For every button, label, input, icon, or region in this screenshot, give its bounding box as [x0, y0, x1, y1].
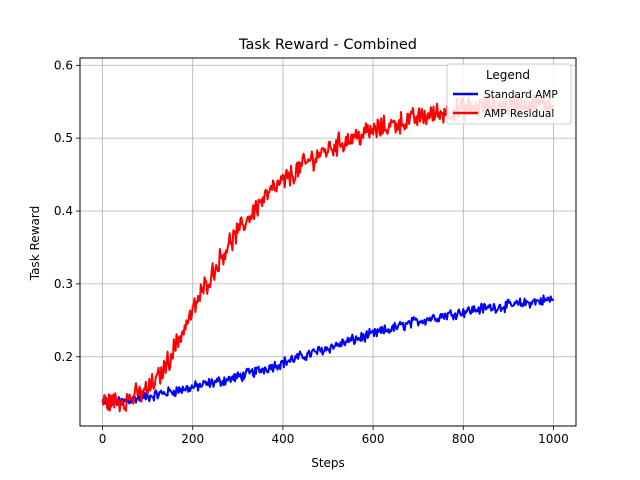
plot-frame: [79, 57, 577, 427]
axis-ticks: 0 200 400 600 800 1000 0.2 0.3 0.4 0.5 0.6: [54, 58, 569, 446]
legend-label-standard-amp: Standard AMP: [484, 89, 558, 101]
y-tick-label: 0.2: [54, 350, 73, 364]
chart-title: Task Reward - Combined: [238, 37, 417, 53]
x-tick-label: 0: [99, 432, 107, 446]
legend-title: Legend: [486, 68, 530, 82]
series-layer: [101, 93, 555, 413]
y-tick-label: 0.3: [54, 277, 73, 291]
legend-label-amp-residual: AMP Residual: [484, 108, 554, 120]
x-tick-label: 200: [181, 432, 204, 446]
y-tick-label: 0.5: [54, 131, 73, 145]
x-tick-label: 400: [271, 432, 294, 446]
legend-box: [446, 63, 572, 125]
series-line-amp-residual: [101, 93, 555, 413]
y-tick-label: 0.4: [54, 204, 73, 218]
x-tick-label: 600: [362, 432, 385, 446]
y-axis-label: Task Reward: [28, 206, 42, 281]
y-tick-label: 0.6: [54, 58, 73, 72]
series-line-standard-amp: [101, 294, 555, 407]
x-tick-label: 1000: [538, 432, 569, 446]
x-tick-label: 800: [452, 432, 475, 446]
legend: Legend Standard AMP AMP Residual: [446, 63, 572, 125]
x-axis-label: Steps: [311, 456, 345, 470]
